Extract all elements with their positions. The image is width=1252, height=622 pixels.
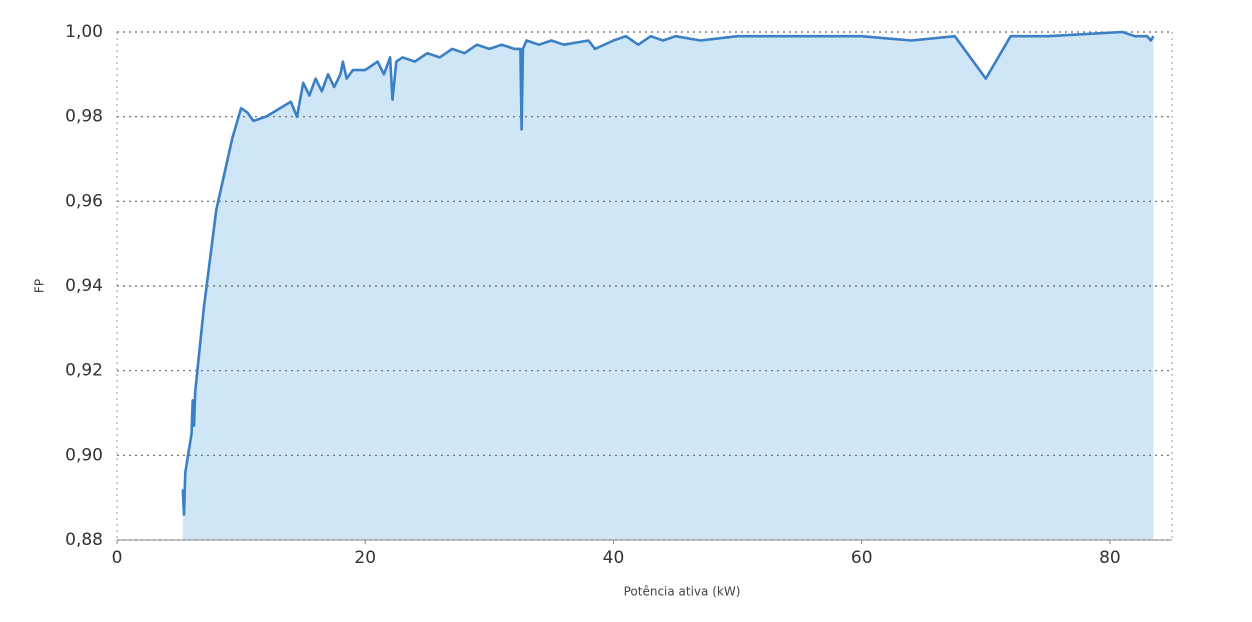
- x-tick-label: 40: [603, 548, 625, 568]
- y-tick-label: 0,96: [65, 191, 103, 211]
- y-tick-label: 0,88: [65, 530, 103, 550]
- y-tick-label: 0,94: [65, 276, 103, 296]
- x-tick-label: 60: [851, 548, 873, 568]
- x-axis-label: Potência ativa (kW): [624, 585, 741, 599]
- y-tick-label: 0,98: [65, 107, 103, 127]
- x-tick-label: 0: [112, 548, 123, 568]
- y-tick-label: 0,90: [65, 445, 103, 465]
- x-tick-label: 80: [1099, 548, 1121, 568]
- area-fill: [182, 32, 1154, 540]
- y-axis-label: FP: [33, 279, 47, 293]
- x-tick-label: 20: [354, 548, 376, 568]
- line: [181, 30, 1155, 516]
- y-tick-label: 1,00: [65, 22, 103, 42]
- y-tick-label: 0,92: [65, 361, 103, 381]
